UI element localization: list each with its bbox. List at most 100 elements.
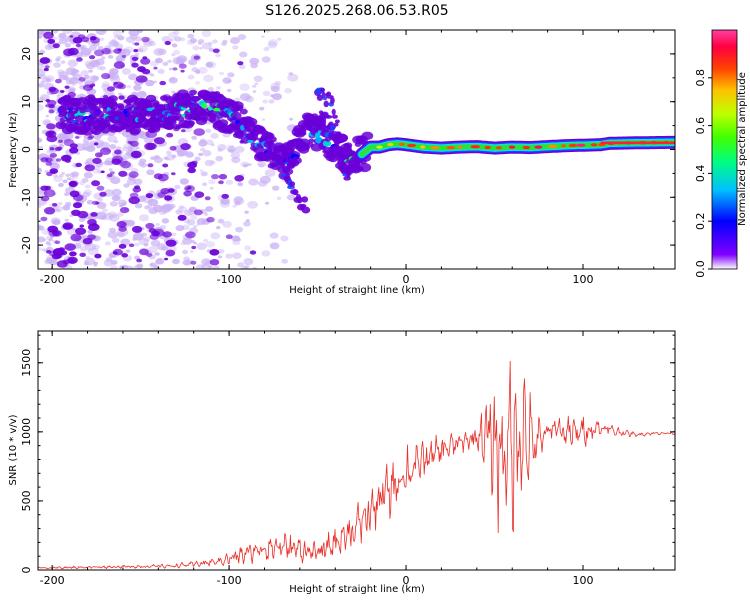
spectrogram-speckle: [39, 57, 51, 64]
spectrogram-speckle: [168, 31, 178, 39]
spectrogram-blob: [308, 138, 315, 143]
spectrogram-speckle: [85, 243, 96, 251]
spectrogram-speckle: [253, 75, 263, 83]
spectrogram-speckle: [93, 142, 99, 146]
spectrogram-speckle: [238, 64, 246, 70]
spectrogram-speckle: [248, 178, 259, 186]
spectrogram-speckle: [92, 168, 100, 174]
spectrogram-speckle: [104, 241, 111, 246]
spectrogram-speckle: [55, 78, 62, 84]
spectrogram-speckle: [237, 182, 243, 187]
spectrogram-speckle: [209, 249, 220, 256]
spectrogram-speckle: [113, 34, 120, 39]
spectrogram-speckle: [56, 208, 60, 212]
spectrogram-speckle: [164, 40, 171, 46]
spectrogram-speckle: [136, 90, 147, 99]
spectrogram-speckle: [97, 46, 104, 50]
spectrogram-speckle: [201, 264, 212, 269]
colorbar-tick-label: 0.8: [694, 69, 707, 87]
spectrogram-speckle: [109, 144, 117, 149]
spectrogram-speckle: [107, 55, 114, 59]
spectrogram-speckle: [45, 77, 52, 82]
spectrogram-speckle: [239, 93, 251, 101]
spectrogram-speckle: [94, 49, 105, 57]
spectrogram-speckle: [175, 225, 185, 232]
spectrogram-speckle: [175, 209, 183, 215]
spectrogram-speckle: [94, 152, 103, 158]
spectrogram-speckle: [110, 259, 118, 265]
spectrogram-speckle: [94, 58, 105, 66]
spectrogram-speckle: [171, 172, 176, 176]
y-tick-label: 0: [20, 567, 33, 574]
spectrogram-speckle: [53, 62, 61, 68]
spectrogram-speckle: [72, 202, 83, 209]
spectrogram-speckle: [205, 61, 217, 69]
spectrogram-speckle: [153, 66, 158, 70]
spectrogram-speckle: [200, 147, 206, 152]
spectrogram-speckle: [111, 194, 121, 202]
spectrogram-speckle: [88, 69, 93, 73]
spectrogram-speckle: [201, 42, 212, 50]
spectrogram-speckle: [211, 174, 219, 180]
spectrogram-speckle: [61, 171, 66, 175]
spectrogram-speckle: [146, 169, 155, 176]
spectrogram-speckle: [116, 232, 125, 238]
spectrogram-blob: [118, 95, 125, 100]
spectrogram-speckle: [74, 69, 79, 73]
spectrogram-speckle: [121, 68, 131, 75]
spectrogram-speckle: [93, 261, 98, 265]
spectrogram-branch-0: [293, 189, 299, 196]
spectrogram-speckle: [268, 39, 279, 47]
spectrogram-speckle: [259, 106, 265, 111]
spectrogram-speckle: [198, 66, 208, 74]
spectrogram-branch-2: [334, 119, 340, 124]
spectrogram-speckle: [52, 203, 58, 207]
spectrogram-speckle: [205, 259, 211, 264]
spectrogram-speckle: [247, 200, 259, 209]
spectrogram-speckle: [132, 186, 142, 193]
spectrogram-speckle: [208, 48, 214, 52]
spectrogram-speckle: [120, 238, 131, 246]
spectrogram-blob: [135, 124, 141, 128]
spectrogram-speckle: [108, 213, 120, 222]
spectrogram-blob: [201, 102, 208, 109]
spectrogram-speckle: [65, 173, 70, 177]
spectrogram-speckle: [218, 180, 224, 185]
spectrogram-speckle: [113, 140, 119, 144]
spectrogram-speckle: [56, 260, 68, 268]
colorbar-gradient: [711, 29, 738, 270]
spectrogram-speckle: [70, 68, 76, 73]
spectrogram-core: [398, 142, 405, 146]
spectrogram-speckle: [287, 73, 299, 82]
spectrogram-core: [561, 144, 566, 148]
spectrogram-speckle: [38, 236, 46, 243]
spectrogram-speckle: [183, 209, 194, 217]
spectrogram-speckle: [46, 135, 58, 143]
spectrogram-speckle: [96, 145, 101, 149]
spectrogram-speckle: [133, 84, 142, 91]
spectrogram-branch-2: [331, 114, 338, 119]
spectrogram-speckle: [178, 63, 187, 69]
spectrogram-speckle: [269, 242, 280, 250]
spectrogram-blob: [240, 124, 245, 131]
spectrogram-speckle: [262, 90, 271, 97]
spectrogram-speckle: [232, 204, 238, 208]
spectrogram-speckle: [123, 183, 130, 188]
spectrogram-blob: [344, 142, 353, 149]
spectrogram-speckle: [237, 262, 245, 268]
spectrogram-speckle: [48, 109, 55, 114]
spectrogram-speckle: [140, 57, 151, 65]
spectrogram-speckle: [195, 81, 201, 85]
spectrogram-core: [446, 146, 456, 150]
spectrogram-speckle: [193, 55, 200, 60]
spectrogram-speckle: [91, 180, 101, 187]
spectrogram-speckle: [69, 190, 80, 198]
spectrogram-speckle: [225, 179, 233, 185]
spectrogram-speckle: [85, 255, 90, 259]
spectrogram-speckle: [146, 253, 153, 257]
spectrogram-speckle: [162, 61, 169, 66]
spectrogram-speckle: [70, 233, 82, 242]
x-tick-label: -200: [40, 273, 65, 286]
spectrogram-speckle: [136, 258, 143, 263]
spectrogram-speckle: [109, 201, 118, 207]
